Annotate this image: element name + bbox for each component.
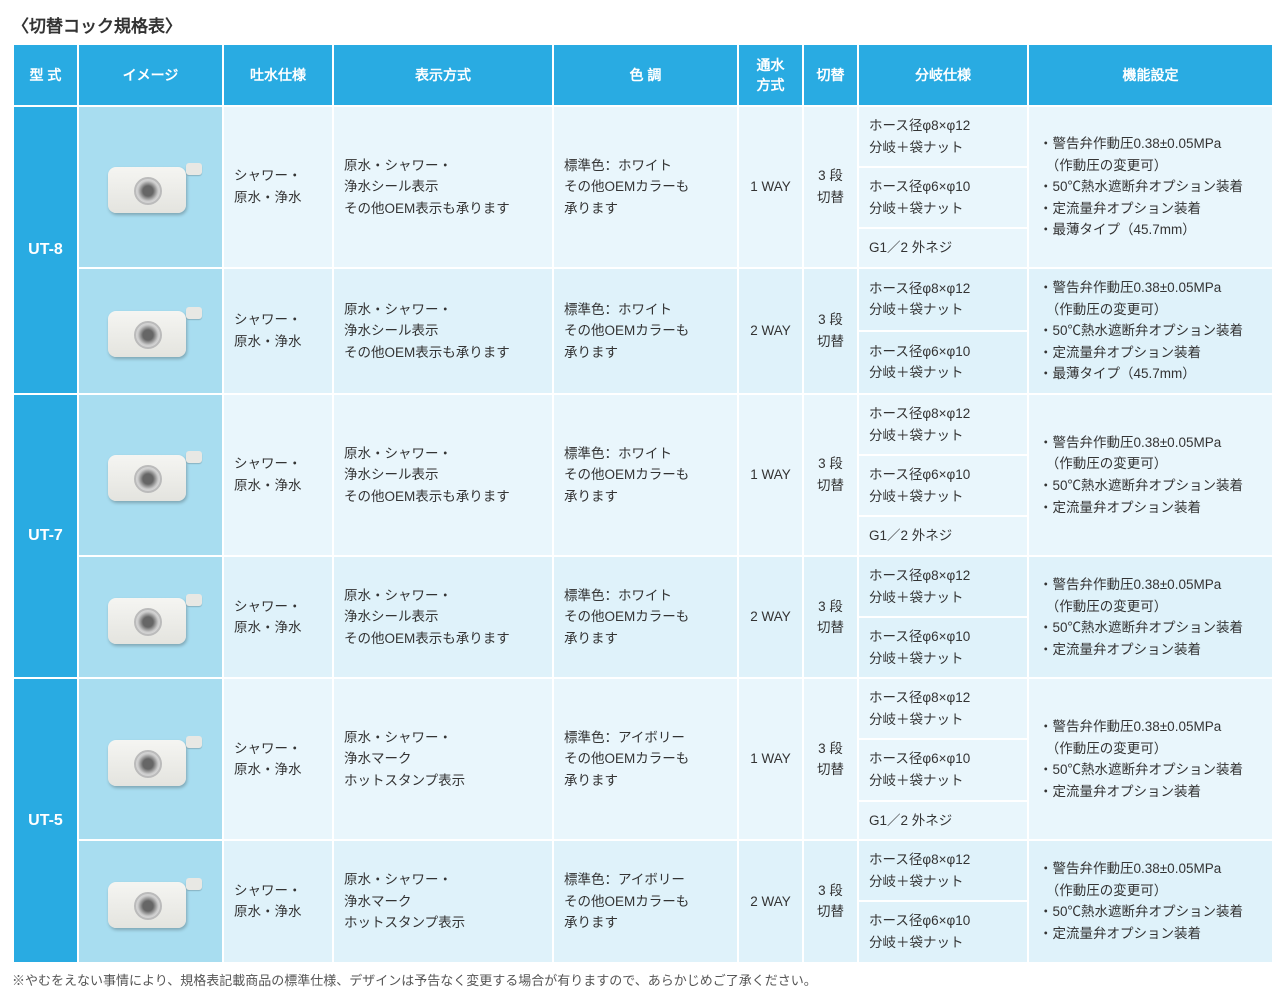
branch-cell: ホース径φ8×φ12分岐＋袋ナット <box>858 106 1028 167</box>
flow-cell: 2 WAY <box>738 556 803 678</box>
product-image <box>96 722 206 797</box>
color-cell: 標準色：ホワイトその他OEMカラーも承ります <box>553 394 738 556</box>
branch-cell: G1／2 外ネジ <box>858 228 1028 268</box>
branch-cell: ホース径φ8×φ12分岐＋袋ナット <box>858 394 1028 455</box>
table-header-cell: 切替 <box>803 44 858 106</box>
branch-cell: ホース径φ6×φ10分岐＋袋ナット <box>858 331 1028 394</box>
spout-cell: シャワー・原水・浄水 <box>223 556 333 678</box>
table-header-cell: 機能設定 <box>1028 44 1273 106</box>
product-image <box>96 864 206 939</box>
spec-table: 型 式イメージ吐水仕様表示方式色 調通水方式切替分岐仕様機能設定 UT-8シャワ… <box>12 43 1274 964</box>
branch-cell: G1／2 外ネジ <box>858 516 1028 556</box>
switch-cell: 3 段切替 <box>803 678 858 840</box>
branch-cell: ホース径φ8×φ12分岐＋袋ナット <box>858 678 1028 739</box>
branch-cell: ホース径φ6×φ10分岐＋袋ナット <box>858 739 1028 800</box>
color-cell: 標準色：アイボリーその他OEMカラーも承ります <box>553 678 738 840</box>
function-cell: ・警告弁作動圧0.38±0.05MPa （作動圧の変更可）・50℃熱水遮断弁オプ… <box>1028 268 1273 394</box>
table-row: UT-8シャワー・原水・浄水原水・シャワー・浄水シール表示その他OEM表示も承り… <box>13 106 1273 167</box>
branch-cell: ホース径φ6×φ10分岐＋袋ナット <box>858 617 1028 678</box>
switch-cell: 3 段切替 <box>803 106 858 268</box>
function-cell: ・警告弁作動圧0.38±0.05MPa （作動圧の変更可）・50℃熱水遮断弁オプ… <box>1028 840 1273 962</box>
product-image-cell <box>78 840 223 962</box>
color-cell: 標準色：ホワイトその他OEMカラーも承ります <box>553 268 738 394</box>
switch-cell: 3 段切替 <box>803 394 858 556</box>
spout-cell: シャワー・原水・浄水 <box>223 840 333 962</box>
flow-cell: 1 WAY <box>738 394 803 556</box>
function-cell: ・警告弁作動圧0.38±0.05MPa （作動圧の変更可）・50℃熱水遮断弁オプ… <box>1028 394 1273 556</box>
function-cell: ・警告弁作動圧0.38±0.05MPa （作動圧の変更可）・50℃熱水遮断弁オプ… <box>1028 678 1273 840</box>
table-header-row: 型 式イメージ吐水仕様表示方式色 調通水方式切替分岐仕様機能設定 <box>13 44 1273 106</box>
table-header-cell: 型 式 <box>13 44 78 106</box>
table-row: シャワー・原水・浄水原水・シャワー・浄水シール表示その他OEM表示も承ります標準… <box>13 268 1273 331</box>
display-cell: 原水・シャワー・浄水シール表示その他OEM表示も承ります <box>333 268 553 394</box>
product-image-cell <box>78 268 223 394</box>
flow-cell: 2 WAY <box>738 840 803 962</box>
color-cell: 標準色：アイボリーその他OEMカラーも承ります <box>553 840 738 962</box>
branch-cell: ホース径φ6×φ10分岐＋袋ナット <box>858 455 1028 516</box>
table-row: シャワー・原水・浄水原水・シャワー・浄水マークホットスタンプ表示標準色：アイボリ… <box>13 840 1273 901</box>
branch-cell: ホース径φ6×φ10分岐＋袋ナット <box>858 167 1028 228</box>
display-cell: 原水・シャワー・浄水マークホットスタンプ表示 <box>333 678 553 840</box>
display-cell: 原水・シャワー・浄水シール表示その他OEM表示も承ります <box>333 106 553 268</box>
product-image <box>96 293 206 368</box>
product-image <box>96 149 206 224</box>
color-cell: 標準色：ホワイトその他OEMカラーも承ります <box>553 106 738 268</box>
switch-cell: 3 段切替 <box>803 840 858 962</box>
product-image-cell <box>78 394 223 556</box>
table-row: UT-7シャワー・原水・浄水原水・シャワー・浄水シール表示その他OEM表示も承り… <box>13 394 1273 455</box>
product-image-cell <box>78 678 223 840</box>
table-header-cell: 通水方式 <box>738 44 803 106</box>
product-image-cell <box>78 556 223 678</box>
spout-cell: シャワー・原水・浄水 <box>223 106 333 268</box>
flow-cell: 1 WAY <box>738 106 803 268</box>
branch-cell: ホース径φ8×φ12分岐＋袋ナット <box>858 268 1028 331</box>
table-header-cell: 表示方式 <box>333 44 553 106</box>
color-cell: 標準色：ホワイトその他OEMカラーも承ります <box>553 556 738 678</box>
function-cell: ・警告弁作動圧0.38±0.05MPa （作動圧の変更可）・50℃熱水遮断弁オプ… <box>1028 556 1273 678</box>
display-cell: 原水・シャワー・浄水シール表示その他OEM表示も承ります <box>333 556 553 678</box>
switch-cell: 3 段切替 <box>803 556 858 678</box>
model-cell: UT-5 <box>13 678 78 962</box>
spout-cell: シャワー・原水・浄水 <box>223 394 333 556</box>
product-image <box>96 437 206 512</box>
model-cell: UT-7 <box>13 394 78 678</box>
table-row: シャワー・原水・浄水原水・シャワー・浄水シール表示その他OEM表示も承ります標準… <box>13 556 1273 617</box>
function-cell: ・警告弁作動圧0.38±0.05MPa （作動圧の変更可）・50℃熱水遮断弁オプ… <box>1028 106 1273 268</box>
model-cell: UT-8 <box>13 106 78 394</box>
switch-cell: 3 段切替 <box>803 268 858 394</box>
branch-cell: ホース径φ8×φ12分岐＋袋ナット <box>858 840 1028 901</box>
table-header-cell: イメージ <box>78 44 223 106</box>
spout-cell: シャワー・原水・浄水 <box>223 678 333 840</box>
branch-cell: G1／2 外ネジ <box>858 801 1028 841</box>
table-row: UT-5シャワー・原水・浄水原水・シャワー・浄水マークホットスタンプ表示標準色：… <box>13 678 1273 739</box>
branch-cell: ホース径φ8×φ12分岐＋袋ナット <box>858 556 1028 617</box>
product-image-cell <box>78 106 223 268</box>
table-header-cell: 吐水仕様 <box>223 44 333 106</box>
table-header-cell: 分岐仕様 <box>858 44 1028 106</box>
table-header-cell: 色 調 <box>553 44 738 106</box>
product-image <box>96 580 206 655</box>
table-title: 〈切替コック規格表〉 <box>12 12 1272 37</box>
display-cell: 原水・シャワー・浄水マークホットスタンプ表示 <box>333 840 553 962</box>
flow-cell: 1 WAY <box>738 678 803 840</box>
branch-cell: ホース径φ6×φ10分岐＋袋ナット <box>858 901 1028 962</box>
spout-cell: シャワー・原水・浄水 <box>223 268 333 394</box>
flow-cell: 2 WAY <box>738 268 803 394</box>
footnote: ※やむをえない事情により、規格表記載商品の標準仕様、デザインは予告なく変更する場… <box>12 970 1272 989</box>
display-cell: 原水・シャワー・浄水シール表示その他OEM表示も承ります <box>333 394 553 556</box>
